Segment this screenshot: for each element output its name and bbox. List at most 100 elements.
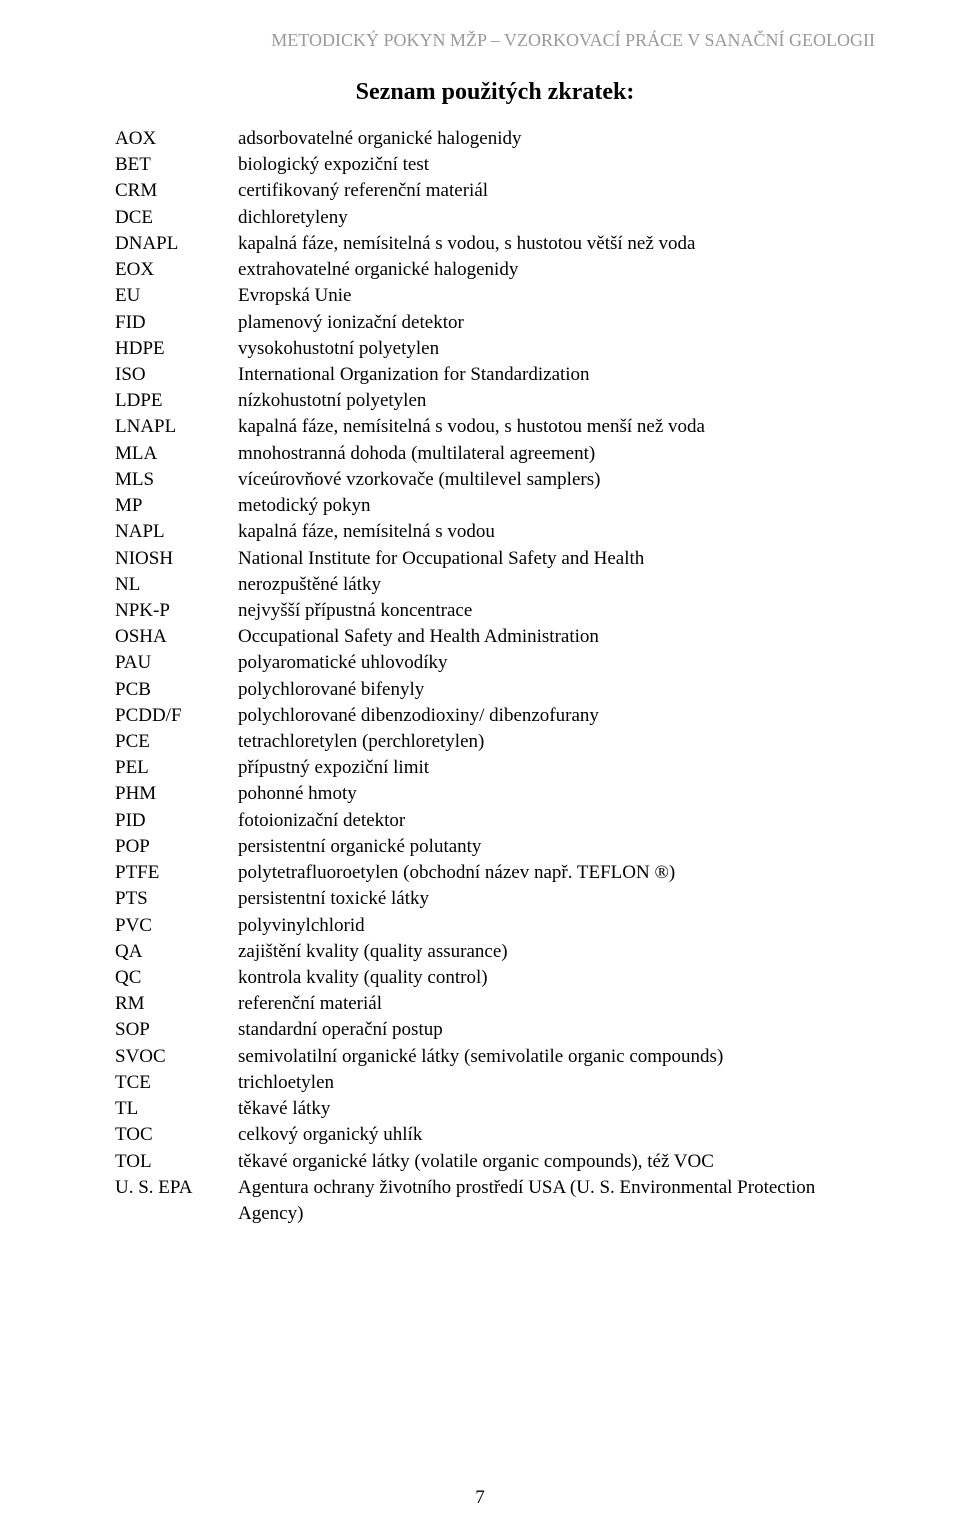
description-cell: zajištění kvality (quality assurance) (238, 939, 875, 965)
table-row: RMreferenční materiál (115, 991, 875, 1017)
table-row: LNAPLkapalná fáze, nemísitelná s vodou, … (115, 414, 875, 440)
table-row: EOXextrahovatelné organické halogenidy (115, 257, 875, 283)
abbreviation-cell: PEL (115, 755, 238, 781)
table-row: U. S. EPAAgentura ochrany životního pros… (115, 1175, 875, 1227)
table-row: TCEtrichloetylen (115, 1070, 875, 1096)
table-row: DCEdichloretyleny (115, 205, 875, 231)
table-row: FIDplamenový ionizační detektor (115, 310, 875, 336)
description-cell: kontrola kvality (quality control) (238, 965, 875, 991)
abbreviation-cell: NL (115, 572, 238, 598)
table-row: DNAPLkapalná fáze, nemísitelná s vodou, … (115, 231, 875, 257)
abbreviation-cell: CRM (115, 178, 238, 204)
abbreviation-cell: FID (115, 310, 238, 336)
description-cell: metodický pokyn (238, 493, 875, 519)
table-row: PAUpolyaromatické uhlovodíky (115, 650, 875, 676)
description-cell: extrahovatelné organické halogenidy (238, 257, 875, 283)
abbreviation-cell: POP (115, 834, 238, 860)
description-cell: certifikovaný referenční materiál (238, 178, 875, 204)
description-cell: kapalná fáze, nemísitelná s vodou, s hus… (238, 414, 875, 440)
table-row: QCkontrola kvality (quality control) (115, 965, 875, 991)
page-title: Seznam použitých zkratek: (115, 79, 875, 106)
description-cell: nerozpuštěné látky (238, 572, 875, 598)
description-cell: Evropská Unie (238, 283, 875, 309)
abbreviation-cell: EOX (115, 257, 238, 283)
abbreviation-cell: PVC (115, 913, 238, 939)
description-cell: trichloetylen (238, 1070, 875, 1096)
abbreviation-cell: NAPL (115, 519, 238, 545)
abbreviation-cell: EU (115, 283, 238, 309)
table-row: NPK-Pnejvyšší přípustná koncentrace (115, 598, 875, 624)
abbreviation-cell: DCE (115, 205, 238, 231)
abbreviation-cell: SVOC (115, 1044, 238, 1070)
abbreviation-cell: PID (115, 808, 238, 834)
description-cell: nízkohustotní polyetylen (238, 388, 875, 414)
abbreviation-cell: LDPE (115, 388, 238, 414)
abbreviation-cell: NIOSH (115, 546, 238, 572)
table-row: PTFEpolytetrafluoroetylen (obchodní náze… (115, 860, 875, 886)
abbreviation-cell: QA (115, 939, 238, 965)
table-row: PCDD/Fpolychlorované dibenzodioxiny/ dib… (115, 703, 875, 729)
abbreviation-cell: PHM (115, 781, 238, 807)
abbreviation-cell: TL (115, 1096, 238, 1122)
abbreviation-cell: PCE (115, 729, 238, 755)
description-cell: mnohostranná dohoda (multilateral agreem… (238, 441, 875, 467)
abbreviation-cell: MLA (115, 441, 238, 467)
table-row: QAzajištění kvality (quality assurance) (115, 939, 875, 965)
table-row: SOPstandardní operační postup (115, 1017, 875, 1043)
description-cell: dichloretyleny (238, 205, 875, 231)
description-cell: polychlorované bifenyly (238, 677, 875, 703)
table-row: PCBpolychlorované bifenyly (115, 677, 875, 703)
description-cell: nejvyšší přípustná koncentrace (238, 598, 875, 624)
abbreviation-cell: MP (115, 493, 238, 519)
description-cell: kapalná fáze, nemísitelná s vodou, s hus… (238, 231, 875, 257)
page-number: 7 (0, 1487, 960, 1509)
abbreviation-cell: TOL (115, 1149, 238, 1175)
abbreviation-cell: PCB (115, 677, 238, 703)
table-row: POPpersistentní organické polutanty (115, 834, 875, 860)
table-row: NAPLkapalná fáze, nemísitelná s vodou (115, 519, 875, 545)
description-cell: semivolatilní organické látky (semivolat… (238, 1044, 875, 1070)
table-row: PVCpolyvinylchlorid (115, 913, 875, 939)
abbreviation-cell: TCE (115, 1070, 238, 1096)
description-cell: polytetrafluoroetylen (obchodní název na… (238, 860, 875, 886)
page-header: METODICKÝ POKYN MŽP – VZORKOVACÍ PRÁCE V… (115, 30, 875, 51)
abbreviation-cell: PAU (115, 650, 238, 676)
abbreviation-cell: RM (115, 991, 238, 1017)
abbreviation-cell: OSHA (115, 624, 238, 650)
description-cell: adsorbovatelné organické halogenidy (238, 126, 875, 152)
table-row: PTSpersistentní toxické látky (115, 886, 875, 912)
table-row: CRMcertifikovaný referenční materiál (115, 178, 875, 204)
table-row: OSHAOccupational Safety and Health Admin… (115, 624, 875, 650)
description-cell: fotoionizační detektor (238, 808, 875, 834)
table-row: PELpřípustný expoziční limit (115, 755, 875, 781)
table-row: PIDfotoionizační detektor (115, 808, 875, 834)
abbreviation-cell: PCDD/F (115, 703, 238, 729)
abbreviation-cell: HDPE (115, 336, 238, 362)
abbreviation-cell: DNAPL (115, 231, 238, 257)
table-row: ISOInternational Organization for Standa… (115, 362, 875, 388)
abbreviation-cell: LNAPL (115, 414, 238, 440)
table-row: TOCcelkový organický uhlík (115, 1122, 875, 1148)
description-cell: standardní operační postup (238, 1017, 875, 1043)
abbreviation-cell: PTFE (115, 860, 238, 886)
description-cell: National Institute for Occupational Safe… (238, 546, 875, 572)
table-row: SVOCsemivolatilní organické látky (semiv… (115, 1044, 875, 1070)
abbreviations-table: AOXadsorbovatelné organické halogenidyBE… (115, 126, 875, 1227)
document-page: METODICKÝ POKYN MŽP – VZORKOVACÍ PRÁCE V… (0, 0, 960, 1539)
description-cell: polychlorované dibenzodioxiny/ dibenzofu… (238, 703, 875, 729)
description-cell: plamenový ionizační detektor (238, 310, 875, 336)
table-row: MLSvíceúrovňové vzorkovače (multilevel s… (115, 467, 875, 493)
table-row: LDPEnízkohustotní polyetylen (115, 388, 875, 414)
abbreviation-cell: BET (115, 152, 238, 178)
table-row: PCEtetrachloretylen (perchloretylen) (115, 729, 875, 755)
description-cell: přípustný expoziční limit (238, 755, 875, 781)
abbreviation-cell: TOC (115, 1122, 238, 1148)
description-cell: persistentní organické polutanty (238, 834, 875, 860)
abbreviation-cell: PTS (115, 886, 238, 912)
description-cell: tetrachloretylen (perchloretylen) (238, 729, 875, 755)
description-cell: celkový organický uhlík (238, 1122, 875, 1148)
description-cell: vysokohustotní polyetylen (238, 336, 875, 362)
description-cell: polyaromatické uhlovodíky (238, 650, 875, 676)
table-row: NLnerozpuštěné látky (115, 572, 875, 598)
table-row: PHMpohonné hmoty (115, 781, 875, 807)
